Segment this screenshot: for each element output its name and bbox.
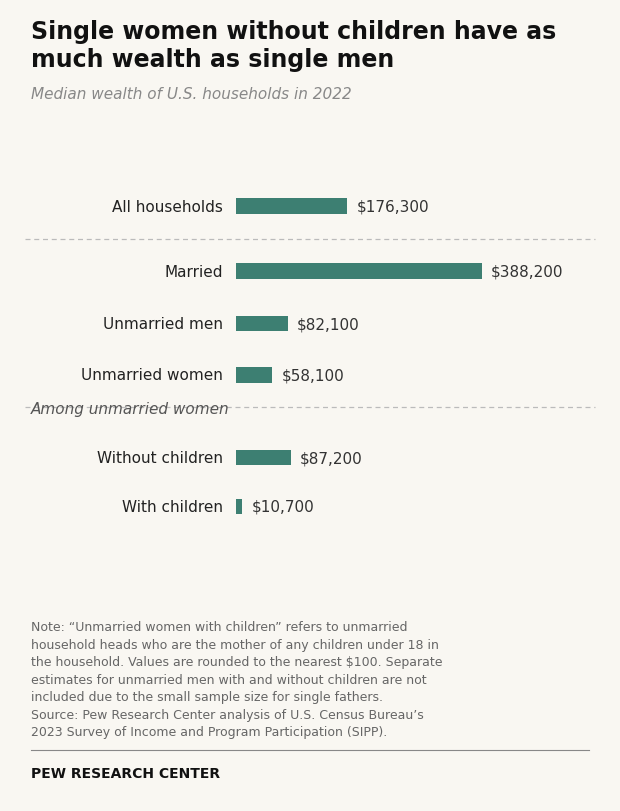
Text: $58,100: $58,100 [281,368,345,383]
Text: Unmarried men: Unmarried men [103,317,223,332]
Text: With children: With children [122,500,223,514]
Text: $87,200: $87,200 [300,451,363,466]
Text: Single women without children have as
much wealth as single men: Single women without children have as mu… [31,20,556,72]
Text: PEW RESEARCH CENTER: PEW RESEARCH CENTER [31,766,220,780]
Text: All households: All households [112,200,223,214]
Text: Unmarried women: Unmarried women [81,368,223,383]
Text: $388,200: $388,200 [491,264,564,279]
Text: Without children: Without children [97,451,223,466]
Text: $82,100: $82,100 [297,317,360,332]
Text: Note: “Unmarried women with children” refers to unmarried
household heads who ar: Note: “Unmarried women with children” re… [31,620,443,738]
Text: $10,700: $10,700 [252,500,314,514]
Text: Married: Married [165,264,223,279]
Text: Among unmarried women: Among unmarried women [31,401,229,416]
Text: Median wealth of U.S. households in 2022: Median wealth of U.S. households in 2022 [31,87,352,101]
Text: $176,300: $176,300 [356,200,430,214]
